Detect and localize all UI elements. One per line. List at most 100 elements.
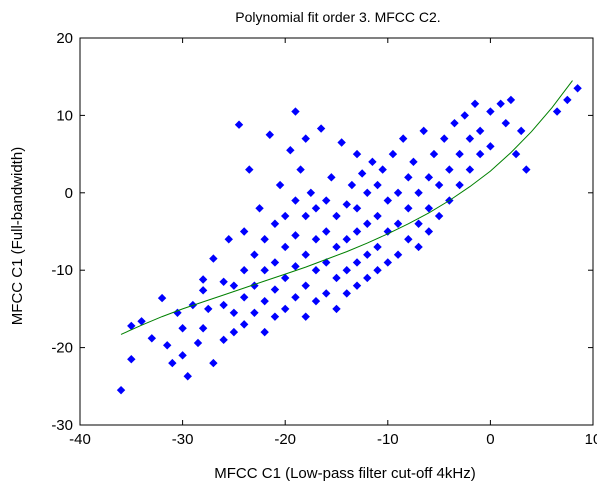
scatter-point xyxy=(414,242,423,252)
scatter-point xyxy=(291,293,300,302)
scatter-point xyxy=(204,304,213,314)
scatter-point xyxy=(378,165,387,174)
scatter-point xyxy=(419,126,428,136)
scatter-point xyxy=(270,258,280,267)
scatter-point xyxy=(398,134,408,143)
x-tick-label: -30 xyxy=(172,431,194,448)
scatter-point xyxy=(178,351,187,360)
scatter-point xyxy=(260,327,269,337)
scatter-point xyxy=(332,242,341,252)
scatter-point xyxy=(260,266,269,275)
scatter-point xyxy=(311,296,321,306)
scatter-point xyxy=(306,188,316,197)
scatter-point xyxy=(219,335,228,345)
scatter-point xyxy=(198,324,208,333)
scatter-point xyxy=(127,355,136,364)
scatter-point xyxy=(193,338,203,348)
scatter-point xyxy=(373,211,382,221)
scatter-point xyxy=(383,227,392,236)
scatter-point xyxy=(434,180,444,190)
scatter-point xyxy=(255,204,264,213)
scatter-point xyxy=(234,120,244,129)
chart-title: Polynomial fit order 3. MFCC C2. xyxy=(235,9,440,25)
scatter-point xyxy=(275,180,285,190)
scatter-point xyxy=(363,188,372,197)
scatter-point xyxy=(219,277,228,287)
scatter-point xyxy=(311,266,321,275)
scatter-point xyxy=(573,84,582,93)
y-tick-label: -20 xyxy=(51,340,73,357)
x-tick-label: -40 xyxy=(69,431,91,448)
scatter-point xyxy=(373,242,382,252)
scatter-point xyxy=(250,250,259,259)
scatter-point xyxy=(357,169,367,178)
scatter-point xyxy=(291,196,300,205)
scatter-point xyxy=(173,308,182,317)
scatter-point xyxy=(291,107,300,116)
scatter-point xyxy=(404,173,413,182)
scatter-point xyxy=(347,180,357,190)
scatter-point xyxy=(342,235,351,244)
scatter-point xyxy=(352,258,362,267)
scatter-point xyxy=(352,149,362,159)
scatter-point xyxy=(224,235,233,244)
scatter-point xyxy=(270,219,280,228)
scatter-point xyxy=(281,304,290,314)
scatter-point xyxy=(404,204,413,213)
scatter-point xyxy=(260,296,269,306)
scatter-point xyxy=(286,146,295,155)
y-tick-label: 20 xyxy=(56,30,73,47)
scatter-point xyxy=(322,196,331,205)
y-axis-label: MFCC C1 (Full-bandwidth) xyxy=(9,147,26,325)
scatter-point xyxy=(434,211,444,221)
scatter-point xyxy=(383,258,392,267)
x-tick-label: -20 xyxy=(274,431,296,448)
scatter-point xyxy=(209,358,218,368)
scatter-point xyxy=(260,235,269,244)
scatter-point xyxy=(342,200,351,209)
scatter-point xyxy=(393,219,403,228)
scatter-point xyxy=(198,275,208,284)
scatter-point xyxy=(281,273,290,283)
scatter-point xyxy=(229,281,239,290)
scatter-point xyxy=(178,324,187,333)
scatter-point xyxy=(296,165,305,174)
scatter-point xyxy=(363,250,372,259)
scatter-point xyxy=(127,321,136,331)
scatter-point xyxy=(563,95,572,105)
scatter-point xyxy=(342,289,351,298)
scatter-point xyxy=(239,227,249,236)
scatter-point xyxy=(301,250,310,259)
scatter-point xyxy=(455,149,464,159)
scatter-point xyxy=(301,211,310,221)
scatter-point xyxy=(327,173,336,182)
scatter-point xyxy=(291,231,300,240)
scatter-point xyxy=(116,385,126,395)
scatter-point xyxy=(147,334,157,343)
scatter-point xyxy=(409,157,418,167)
x-axis-ticks: -40 -30 -20 -10 0 10 xyxy=(69,38,597,448)
scatter-point xyxy=(183,372,192,381)
scatter-point xyxy=(373,266,382,275)
scatter-point xyxy=(332,211,341,221)
scatter-point xyxy=(250,308,259,317)
scatter-point xyxy=(291,262,300,271)
scatter-point xyxy=(281,211,290,221)
scatter-point xyxy=(301,281,310,290)
y-tick-label: 10 xyxy=(56,107,73,124)
scatter-point xyxy=(440,134,449,143)
scatter-point xyxy=(511,149,521,159)
scatter-point xyxy=(239,320,249,329)
scatter-points xyxy=(116,84,582,395)
scatter-point xyxy=(450,118,459,128)
scatter-point xyxy=(332,273,341,283)
scatter-point xyxy=(414,188,423,197)
scatter-point xyxy=(301,134,310,143)
scatter-point xyxy=(383,196,392,205)
scatter-point xyxy=(322,289,331,298)
scatter-point xyxy=(368,157,377,167)
scatter-point xyxy=(322,227,331,236)
scatter-point xyxy=(522,165,531,174)
